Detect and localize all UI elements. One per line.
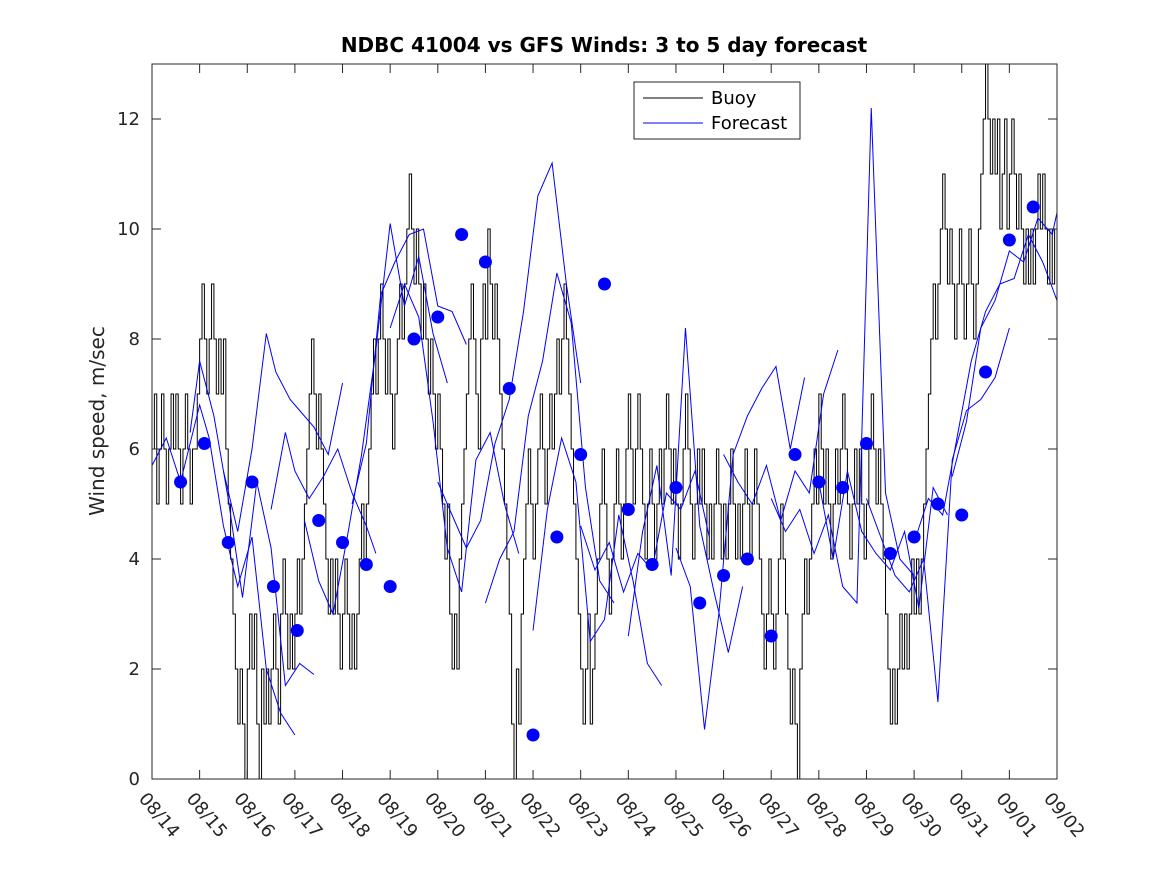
forecast-point — [883, 547, 897, 560]
forecast-point — [455, 228, 469, 241]
forecast-line-4 — [303, 223, 448, 616]
y-tick-label: 6 — [129, 439, 140, 460]
forecast-point — [1026, 200, 1040, 214]
forecast-point — [174, 475, 188, 489]
forecast-point — [717, 569, 731, 582]
forecast-point — [669, 481, 683, 494]
plot-background — [152, 64, 1057, 779]
legend: Buoy Forecast — [633, 81, 801, 140]
forecast-point — [764, 629, 778, 643]
forecast-point — [574, 448, 588, 461]
y-tick-label: 8 — [129, 329, 140, 350]
forecast-point — [383, 580, 397, 593]
plot-frame — [151, 63, 1058, 780]
forecast-line-15 — [818, 470, 948, 609]
y-axis-label: Wind speed, m/sec — [85, 326, 109, 516]
forecast-point — [478, 255, 492, 269]
forecast-point — [197, 437, 211, 450]
forecast-markers — [174, 200, 1040, 742]
y-tick-label: 12 — [117, 109, 140, 130]
forecast-line-0 — [151, 403, 296, 736]
forecast-line-6 — [389, 282, 520, 593]
forecast-line-10 — [580, 469, 710, 594]
legend-buoy-label: Buoy — [711, 88, 757, 109]
forecast-point — [645, 558, 659, 571]
forecast-series — [151, 107, 1058, 736]
forecast-point — [621, 503, 635, 516]
forecast-point — [221, 536, 235, 549]
buoy-series — [152, 63, 1057, 780]
forecast-point — [266, 580, 280, 593]
forecast-point — [550, 530, 564, 544]
forecast-point — [502, 382, 516, 395]
buoy-line — [152, 63, 1057, 780]
forecast-point — [526, 728, 540, 742]
legend-forecast-label: Forecast — [711, 113, 787, 134]
forecast-point — [359, 558, 373, 571]
forecast-point — [812, 475, 826, 489]
y-tick-label: 2 — [129, 659, 140, 680]
forecast-point — [312, 514, 326, 527]
forecast-point — [836, 481, 850, 494]
forecast-point — [740, 552, 754, 566]
forecast-line-8 — [484, 272, 615, 604]
forecast-point — [407, 332, 421, 346]
forecast-point — [336, 536, 350, 549]
forecast-line-3 — [270, 432, 377, 554]
forecast-point — [1002, 233, 1016, 247]
forecast-point — [979, 365, 993, 379]
forecast-line-1 — [189, 360, 315, 687]
forecast-line-11 — [627, 327, 744, 653]
forecast-point — [431, 310, 445, 324]
forecast-point — [245, 475, 259, 489]
forecast-point — [693, 596, 707, 610]
legend-box — [633, 81, 801, 140]
forecast-line-16 — [866, 327, 1010, 703]
forecast-line-2 — [222, 333, 344, 532]
y-tick-label: 4 — [129, 549, 140, 570]
forecast-line-9 — [532, 436, 663, 686]
y-tick-label: 0 — [129, 769, 140, 790]
forecast-point — [955, 508, 969, 522]
forecast-line-7 — [437, 161, 582, 550]
forecast-line-12 — [675, 365, 806, 730]
forecast-point — [788, 448, 802, 461]
forecast-line-14 — [770, 107, 915, 605]
forecast-point — [598, 277, 611, 291]
y-tick-label: 10 — [117, 219, 140, 240]
chart-title: NDBC 41004 vs GFS Winds: 3 to 5 day fore… — [341, 33, 868, 57]
forecast-point — [290, 624, 304, 637]
forecast-point — [907, 530, 921, 544]
forecast-point — [859, 437, 873, 450]
forecast-point — [931, 497, 945, 511]
forecast-line-5 — [351, 228, 467, 505]
forecast-line-18 — [951, 212, 1058, 477]
